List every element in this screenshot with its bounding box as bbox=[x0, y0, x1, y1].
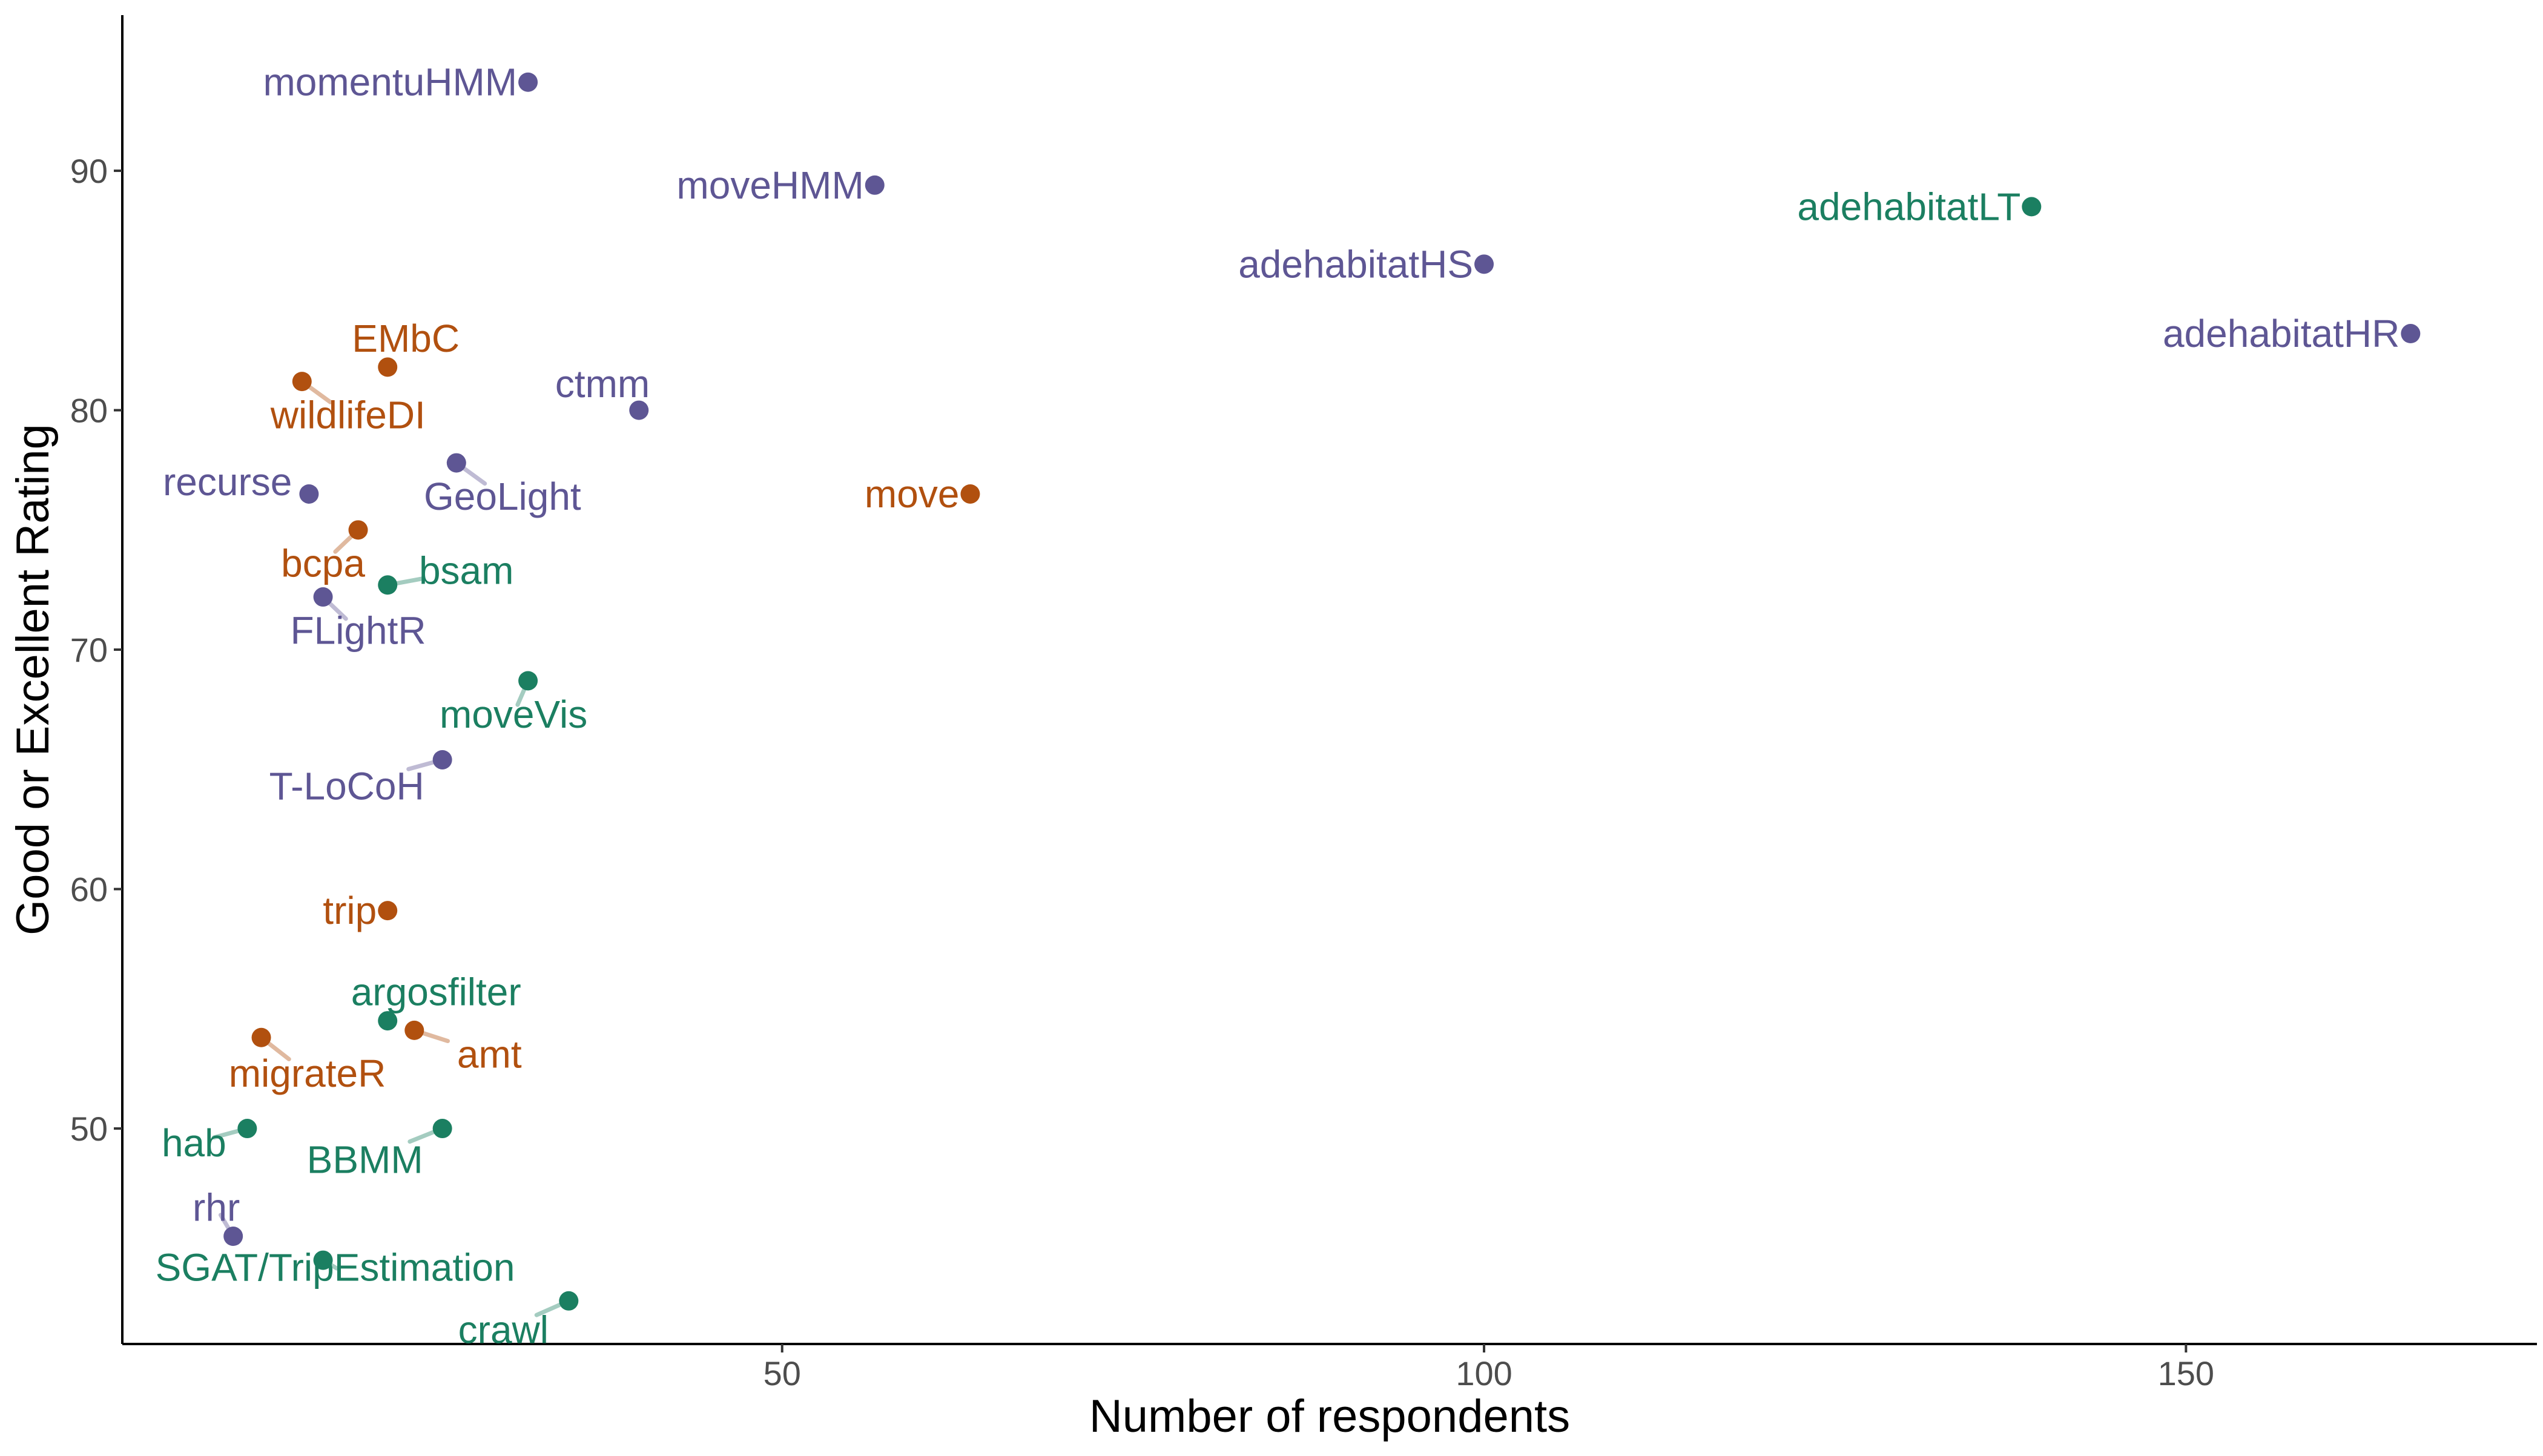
data-points bbox=[223, 72, 2421, 1311]
data-point bbox=[378, 901, 398, 921]
point-label: rhr bbox=[193, 1186, 240, 1230]
point-label: argosfilter bbox=[351, 970, 521, 1014]
point-label: momentuHMM bbox=[263, 61, 517, 104]
point-label: EMbC bbox=[352, 317, 460, 360]
data-point bbox=[865, 175, 885, 195]
label-leader bbox=[407, 1130, 436, 1144]
y-tick-label: 50 bbox=[70, 1110, 108, 1148]
label-leaders bbox=[211, 385, 562, 1317]
x-tick-label: 100 bbox=[1456, 1354, 1512, 1392]
point-label: recurse bbox=[163, 460, 292, 504]
point-label: ctmm bbox=[555, 362, 650, 406]
data-point bbox=[2401, 324, 2421, 344]
point-label: bcpa bbox=[281, 542, 365, 585]
data-point bbox=[299, 484, 319, 504]
data-point bbox=[518, 72, 538, 92]
data-point bbox=[432, 1119, 452, 1139]
label-leader bbox=[515, 687, 527, 707]
data-point bbox=[251, 1027, 271, 1047]
point-label: BBMM bbox=[307, 1138, 423, 1181]
data-point bbox=[960, 484, 980, 504]
point-label: T-LoCoH bbox=[269, 764, 424, 808]
y-tick-label: 70 bbox=[70, 631, 108, 669]
label-leader bbox=[329, 1263, 339, 1271]
point-label: moveVis bbox=[440, 693, 587, 736]
point-label: bsam bbox=[419, 549, 514, 593]
data-point bbox=[378, 1011, 398, 1031]
data-point bbox=[446, 453, 466, 473]
point-label: GeoLight bbox=[424, 475, 581, 518]
data-point bbox=[432, 749, 452, 769]
data-point bbox=[292, 372, 312, 392]
x-tick-label: 150 bbox=[2158, 1354, 2214, 1392]
data-point bbox=[518, 671, 538, 691]
point-label: hab bbox=[162, 1121, 226, 1165]
y-tick-label: 90 bbox=[70, 152, 108, 190]
data-point bbox=[378, 357, 398, 377]
point-label: amt bbox=[457, 1032, 522, 1076]
label-leader bbox=[308, 385, 333, 404]
label-leader bbox=[211, 1128, 240, 1140]
label-leader bbox=[395, 576, 424, 585]
point-labels: momentuHMM moveHMM adehabitatLT adehabitatH… bbox=[156, 61, 2400, 1352]
data-point bbox=[348, 520, 368, 540]
label-leader bbox=[406, 760, 435, 771]
data-point bbox=[1474, 254, 1494, 274]
data-point bbox=[313, 1250, 333, 1270]
point-label: FLightR bbox=[291, 608, 426, 652]
point-label: adehabitatLT bbox=[1797, 185, 2020, 228]
label-leader bbox=[421, 1031, 450, 1044]
data-point bbox=[559, 1291, 579, 1311]
data-point bbox=[237, 1119, 257, 1139]
point-label: adehabitatHR bbox=[2163, 312, 2400, 355]
label-leader bbox=[333, 534, 354, 554]
point-label: trip bbox=[323, 889, 377, 932]
y-axis-title: Good or Excellent Rating bbox=[7, 424, 59, 935]
x-tick-label: 50 bbox=[764, 1354, 801, 1392]
data-point bbox=[313, 587, 333, 607]
data-point bbox=[223, 1227, 243, 1247]
label-leader bbox=[462, 466, 487, 486]
label-leader bbox=[328, 601, 348, 621]
data-point bbox=[629, 400, 649, 420]
data-point bbox=[378, 575, 398, 595]
label-leader bbox=[218, 1213, 231, 1230]
point-label: adehabitatHS bbox=[1238, 242, 1473, 286]
point-label: migrateR bbox=[229, 1052, 386, 1095]
y-tick-label: 80 bbox=[70, 392, 108, 430]
label-leader bbox=[534, 1302, 562, 1317]
point-label: crawl bbox=[458, 1308, 549, 1351]
point-label: moveHMM bbox=[676, 163, 863, 207]
y-tick-label: 60 bbox=[70, 871, 108, 909]
axes: 50 100 150 50 60 70 80 90 bbox=[70, 15, 2537, 1392]
point-label: wildlifeDI bbox=[270, 393, 426, 436]
point-label: SGAT/TripEstimation bbox=[156, 1245, 515, 1289]
data-point bbox=[404, 1020, 424, 1040]
point-label: move bbox=[865, 472, 960, 516]
x-axis-title: Number of respondents bbox=[1089, 1391, 1570, 1442]
data-point bbox=[2022, 197, 2042, 217]
label-leader bbox=[266, 1041, 291, 1061]
